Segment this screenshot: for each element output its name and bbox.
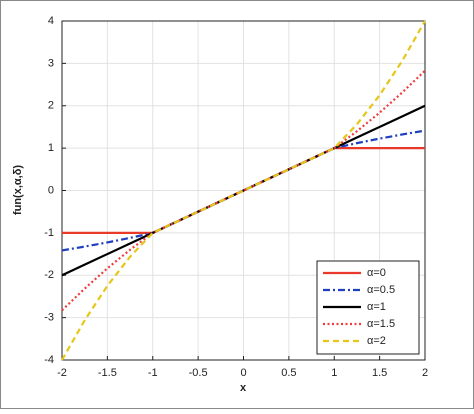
- series-line: [61, 20, 426, 361]
- legend-label: α=1: [367, 301, 386, 313]
- y-tick-label: -2: [44, 269, 54, 281]
- x-tick-label: 1: [331, 367, 337, 379]
- x-tick-label: -1: [148, 367, 158, 379]
- y-axis-label: fun(x,α,δ): [12, 165, 24, 215]
- x-tick-label: 2: [422, 367, 428, 379]
- y-tick-label: 4: [48, 15, 54, 27]
- legend-label: α=2: [367, 335, 386, 347]
- x-axis-label: x: [240, 382, 247, 394]
- series-line: [61, 69, 426, 312]
- y-tick-label: 1: [48, 142, 54, 154]
- y-tick-label: -1: [44, 227, 54, 239]
- axes-box: [61, 20, 426, 361]
- y-tick-label: 0: [48, 184, 54, 196]
- y-tick-label: 2: [48, 100, 54, 112]
- x-tick-label: -2: [57, 367, 67, 379]
- x-tick-label: -0.5: [189, 367, 208, 379]
- x-tick-label: 1.5: [372, 367, 387, 379]
- x-tick-label: 0.5: [281, 367, 296, 379]
- legend-label: α=1.5: [367, 318, 395, 330]
- y-tick-label: -4: [44, 354, 54, 366]
- series-line: [61, 129, 426, 252]
- x-tick-label: 0: [240, 367, 246, 379]
- y-tick-label: -3: [44, 312, 54, 324]
- x-tick-label: -1.5: [98, 367, 117, 379]
- y-tick-label: 3: [48, 57, 54, 69]
- legend-label: α=0.5: [367, 284, 395, 296]
- series-line: [61, 104, 426, 277]
- legend-label: α=0: [367, 267, 386, 279]
